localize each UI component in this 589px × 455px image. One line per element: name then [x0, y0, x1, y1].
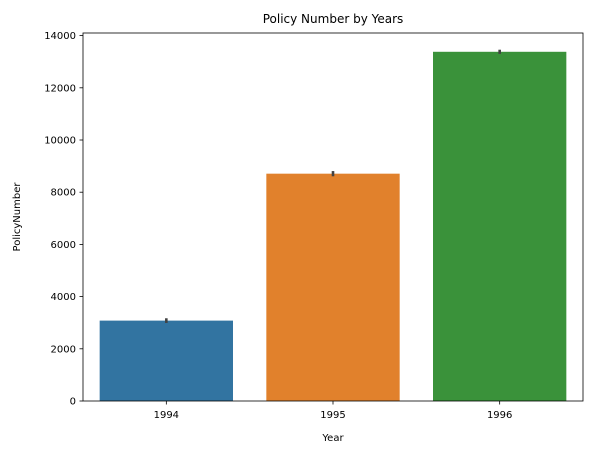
y-tick-label-10000: 10000: [44, 136, 76, 147]
plot-frame: [82, 32, 584, 402]
x-axis: 1994 1995 1996: [154, 401, 512, 421]
x-tick-label-1995: 1995: [320, 410, 345, 421]
y-tick-label-12000: 12000: [44, 83, 76, 94]
x-axis-label: Year: [321, 433, 344, 444]
y-tick-label-0: 0: [70, 397, 76, 408]
y-tick-label-4000: 4000: [51, 292, 76, 303]
bar-1994: [99, 320, 234, 401]
x-tick-label-1994: 1994: [154, 410, 179, 421]
chart-title: Policy Number by Years: [263, 12, 404, 26]
bar-1996: [433, 51, 567, 401]
error-bars-group: [165, 49, 501, 323]
y-axis: 0 2000 4000 6000 8000 10000 12000 14000: [44, 31, 83, 408]
y-tick-label-14000: 14000: [44, 31, 76, 42]
x-tick-label-1996: 1996: [487, 410, 512, 421]
y-tick-label-8000: 8000: [51, 188, 76, 199]
y-tick-label-6000: 6000: [51, 240, 76, 251]
y-tick-label-2000: 2000: [51, 344, 76, 355]
y-axis-label: PolicyNumber: [12, 182, 23, 252]
bar-1995: [266, 173, 400, 401]
bars-group: [99, 51, 567, 401]
